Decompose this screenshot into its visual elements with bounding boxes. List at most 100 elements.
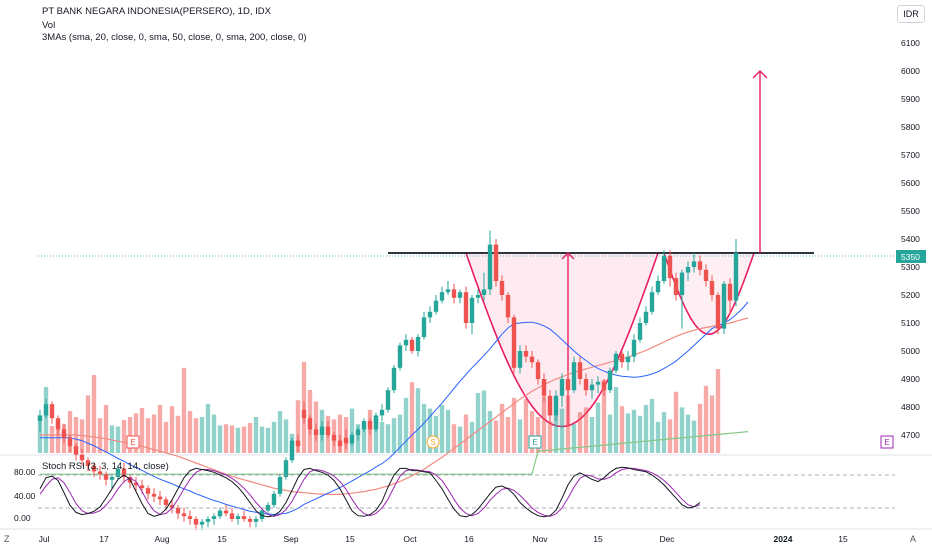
volume-bar — [283, 419, 289, 453]
candle-body — [631, 339, 637, 357]
candle-body — [307, 418, 313, 430]
candle-body — [37, 415, 43, 421]
volume-bar — [685, 414, 691, 453]
ma20-line — [40, 301, 749, 516]
candle-body — [235, 516, 241, 519]
timezone-icon[interactable]: Z — [4, 534, 10, 544]
auto-scale-button[interactable]: A — [910, 534, 917, 544]
candle-body — [409, 339, 415, 351]
candle-body — [319, 426, 325, 435]
volume-bar — [601, 379, 607, 453]
candle-body — [547, 395, 553, 416]
time-tick-label: Jul — [39, 534, 50, 544]
candle-body — [331, 435, 337, 441]
volume-bar — [445, 409, 451, 453]
volume-bar — [613, 387, 619, 453]
volume-bar — [253, 417, 259, 453]
event-marker-label: E — [884, 438, 889, 447]
candle-body — [205, 519, 211, 522]
volume-bar — [565, 395, 571, 453]
volume-bar — [469, 421, 475, 453]
candle-body — [715, 295, 721, 329]
earnings-marker — [528, 435, 542, 449]
volume-bar — [643, 405, 649, 453]
volume-bar — [109, 425, 115, 453]
volume-bar — [457, 426, 463, 453]
time-tick-label: 16 — [464, 534, 474, 544]
volume-bar — [373, 415, 379, 453]
candle-body — [583, 379, 589, 391]
ma50-line — [40, 317, 749, 495]
volume-bar — [175, 415, 181, 453]
volume-bar — [193, 418, 199, 453]
candle-body — [55, 418, 61, 430]
candle-body — [505, 295, 511, 318]
earnings-marker — [880, 435, 894, 449]
volume-bar — [451, 424, 457, 453]
volume-bar — [151, 414, 157, 453]
price-tick-label: 6100 — [901, 38, 920, 48]
time-tick-label: Dec — [659, 534, 675, 544]
volume-bar — [187, 411, 193, 453]
volume-bar — [505, 417, 511, 453]
volume-bar — [577, 412, 583, 453]
volume-bar — [391, 418, 397, 453]
volume-bar — [637, 415, 643, 453]
candle-body — [313, 429, 319, 435]
volume-bar — [235, 427, 241, 453]
candle-body — [463, 292, 469, 323]
volume-bar — [523, 399, 529, 453]
volume-bar — [229, 425, 235, 453]
candle-body — [241, 516, 247, 519]
candle-body — [301, 409, 307, 419]
candle-body — [691, 261, 697, 267]
candle-body — [121, 468, 127, 477]
volume-bar — [211, 414, 217, 453]
candle-body — [733, 253, 739, 301]
time-tick-label: 15 — [345, 534, 355, 544]
candle-body — [175, 507, 181, 514]
volume-bar — [349, 408, 355, 453]
candle-body — [577, 362, 583, 379]
split-marker — [426, 435, 440, 449]
price-tick-label: 5300 — [901, 262, 920, 272]
candle-body — [355, 429, 361, 435]
time-tick-label: 2024 — [774, 534, 793, 544]
stoch-tick-label: 40.00 — [14, 491, 36, 501]
candle-body — [193, 519, 199, 525]
volume-bar — [541, 396, 547, 453]
volume-bar — [139, 408, 145, 453]
volume-bar — [67, 411, 73, 453]
candle-body — [181, 513, 187, 517]
volume-bar — [589, 417, 595, 453]
volume-bar — [133, 413, 139, 453]
candle-body — [709, 281, 715, 295]
volume-bar — [547, 421, 553, 453]
candle-body — [163, 499, 169, 505]
currency-button[interactable]: IDR — [897, 5, 925, 23]
candle-body — [481, 289, 487, 295]
candle-body — [61, 429, 67, 438]
candle-body — [277, 477, 283, 494]
volume-bar — [247, 423, 253, 453]
candle-body — [187, 516, 193, 519]
candle-body — [67, 437, 73, 447]
candle-body — [655, 281, 661, 293]
price-tick-label: 5700 — [901, 150, 920, 160]
candle-body — [85, 460, 91, 466]
price-tick-label: 5800 — [901, 122, 920, 132]
price-tick-label: 5900 — [901, 94, 920, 104]
volume-bar — [559, 408, 565, 453]
volume-bar — [379, 421, 385, 453]
volume-bar — [241, 426, 247, 453]
candle-body — [607, 370, 613, 391]
time-tick-label: Oct — [403, 534, 417, 544]
volume-bar — [115, 426, 121, 453]
volume-bar — [181, 367, 187, 453]
candle-body — [199, 521, 205, 525]
volume-bar — [217, 425, 223, 453]
price-tick-label: 5500 — [901, 206, 920, 216]
volume-bar — [127, 417, 133, 453]
stoch-k-line — [39, 466, 701, 518]
